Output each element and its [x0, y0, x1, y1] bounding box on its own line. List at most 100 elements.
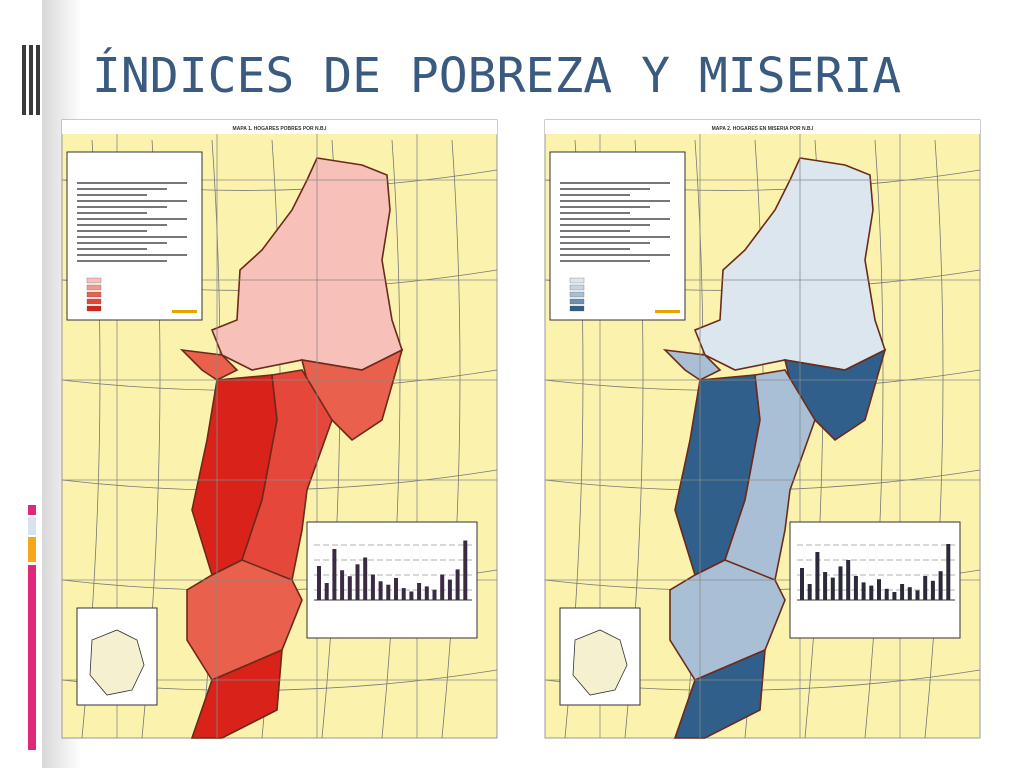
chart-bar — [861, 582, 866, 600]
chart-bar — [394, 577, 398, 600]
legend-line — [560, 218, 670, 220]
decor — [28, 505, 36, 515]
chart-box — [789, 521, 961, 639]
legend-line — [560, 260, 650, 262]
chart-bar — [447, 579, 452, 600]
legend-line — [77, 188, 167, 190]
chart-bar — [378, 581, 383, 600]
chart-bar — [930, 580, 935, 600]
legend-accent — [655, 310, 680, 313]
locality — [673, 648, 766, 739]
legend-line — [560, 194, 630, 196]
map-panel: MAPA 2. HOGARES EN MISERIA POR N.B.I — [544, 119, 981, 739]
chart-bar — [340, 570, 345, 600]
legend-line — [77, 206, 167, 208]
road — [381, 139, 401, 739]
inset-map — [89, 629, 145, 696]
legend-line — [77, 194, 147, 196]
legend-line — [560, 230, 630, 232]
chart-bar — [463, 540, 468, 600]
legend-line — [77, 230, 147, 232]
chart-bar — [877, 579, 881, 600]
legend-swatch — [86, 291, 102, 298]
chart-bar — [409, 591, 414, 600]
locality — [662, 348, 722, 381]
legend-line — [560, 248, 630, 250]
legend-swatch — [86, 284, 102, 291]
chart-bar — [401, 588, 406, 600]
chart-bar — [800, 568, 804, 600]
legend-line — [77, 260, 167, 262]
accent-stripes — [28, 505, 36, 750]
chart-bar — [424, 586, 429, 600]
decor — [28, 517, 36, 535]
chart-bar — [363, 557, 368, 600]
road — [864, 139, 884, 739]
locality — [210, 157, 403, 371]
legend-line — [560, 242, 650, 244]
chart-bar — [900, 584, 905, 600]
legend-line — [77, 212, 147, 214]
legend-line — [77, 248, 147, 250]
map-title: MAPA 1. HOGARES POBRES POR N.B.I — [233, 126, 328, 132]
chart-bar — [455, 569, 460, 600]
legend-accent — [172, 310, 197, 313]
chart-bar — [324, 583, 329, 600]
chart-bar — [946, 544, 951, 600]
legend-line — [560, 254, 670, 256]
legend-swatch — [569, 291, 585, 298]
chart-bar — [830, 577, 835, 600]
legend-line — [560, 206, 650, 208]
chart-bar — [347, 576, 352, 600]
chart-bar — [807, 584, 812, 600]
legend-line — [560, 236, 670, 238]
legend-line — [560, 188, 650, 190]
road — [924, 139, 944, 739]
legend-line — [77, 254, 187, 256]
chart-bar — [440, 574, 445, 600]
chart-bar — [938, 571, 943, 600]
chart-bar — [386, 584, 391, 600]
legend-swatch — [569, 284, 585, 291]
legend-swatch — [86, 305, 102, 312]
decor — [22, 45, 26, 115]
slide-title: ÍNDICES DE POBREZA Y MISERIA — [92, 47, 901, 104]
legend-line — [560, 182, 670, 184]
inset-map — [572, 629, 628, 696]
legend-line — [560, 200, 670, 202]
locality — [190, 648, 283, 739]
decor — [36, 45, 40, 115]
chart-bar — [923, 576, 928, 600]
chart-bar — [815, 552, 820, 600]
chart-bar — [823, 572, 828, 600]
legend-swatch — [569, 277, 585, 284]
chart-bar — [915, 590, 920, 600]
map-margin — [62, 120, 497, 134]
chart-bar — [853, 576, 858, 600]
chart-bar — [884, 588, 889, 600]
legend-line — [77, 218, 187, 220]
chart-bar — [892, 592, 897, 600]
legend-swatch — [86, 298, 102, 305]
legend-swatch — [86, 277, 102, 284]
legend-line — [77, 182, 187, 184]
map-margin — [545, 120, 980, 134]
legend-swatch — [569, 305, 585, 312]
legend-line — [77, 224, 167, 226]
locality — [179, 348, 239, 381]
legend-line — [77, 200, 187, 202]
chart-bar — [846, 560, 851, 600]
legend-line — [560, 212, 630, 214]
legend-line — [77, 242, 167, 244]
chart-bar — [907, 587, 912, 600]
chart-bar — [317, 566, 321, 600]
road — [441, 139, 461, 739]
chart-bar — [370, 574, 375, 600]
map-panel: MAPA 1. HOGARES POBRES POR N.B.I — [61, 119, 498, 739]
decor — [29, 45, 33, 115]
decor — [28, 565, 36, 750]
chart-bar — [838, 566, 843, 600]
